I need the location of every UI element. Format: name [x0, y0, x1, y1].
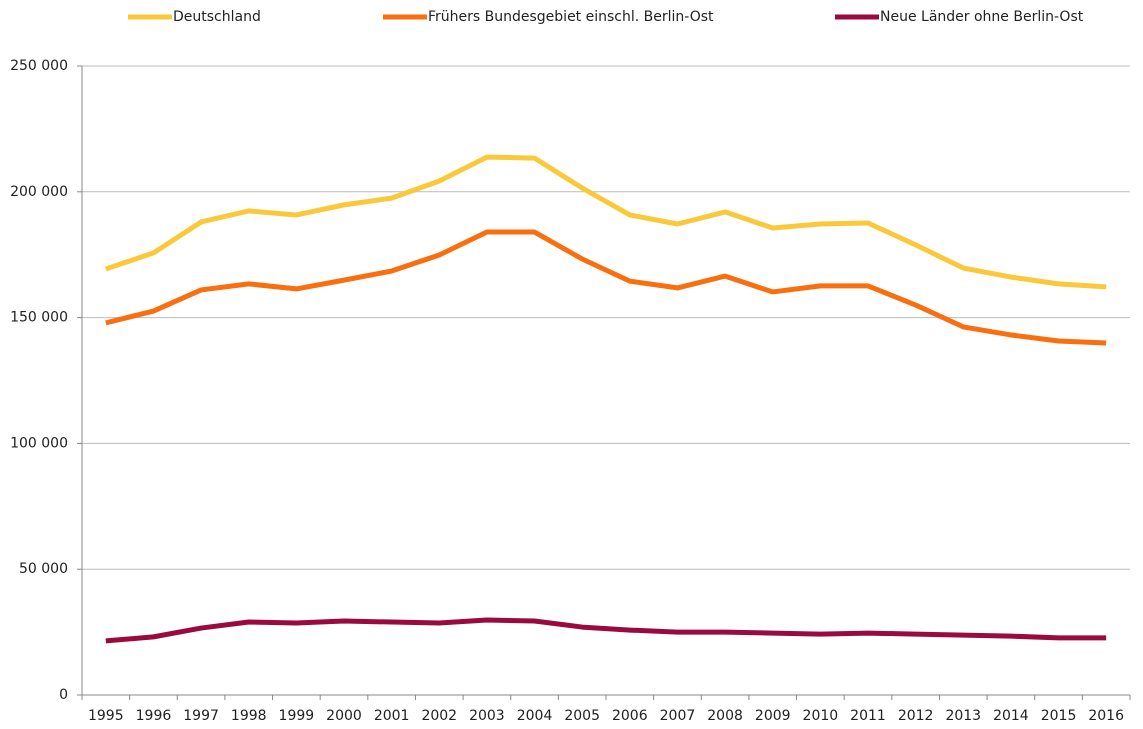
- x-tick-label: 2004: [517, 708, 553, 724]
- y-tick-label: 250 000: [10, 58, 68, 74]
- legend-label: Deutschland: [173, 9, 261, 25]
- x-tick-label: 2003: [469, 708, 505, 724]
- x-tick-label: 2007: [660, 708, 696, 724]
- x-tick-label: 1995: [88, 708, 124, 724]
- series-line: [105, 154, 1107, 290]
- y-tick-label: 150 000: [10, 310, 68, 326]
- x-tick-label: 2001: [374, 708, 410, 724]
- x-tick-label: 1996: [136, 708, 172, 724]
- x-tick-label: 2000: [326, 708, 362, 724]
- x-tick-label: 2012: [898, 708, 934, 724]
- legend-label: Frühers Bundesgebiet einschl. Berlin-Ost: [428, 9, 714, 25]
- x-tick-label: 2014: [993, 708, 1029, 724]
- series-line: [105, 617, 1107, 644]
- x-tick-label: 2013: [945, 708, 981, 724]
- x-tick-label: 2016: [1088, 708, 1124, 724]
- x-tick-label: 1998: [231, 708, 267, 724]
- x-tick-label: 2008: [707, 708, 743, 724]
- x-tick-label: 2011: [850, 708, 886, 724]
- series-line: [105, 229, 1107, 346]
- y-tick-label: 200 000: [10, 184, 68, 200]
- y-tick-label: 50 000: [19, 561, 68, 577]
- x-tick-label: 1999: [279, 708, 315, 724]
- x-tick-label: 2002: [421, 708, 457, 724]
- y-tick-label: 100 000: [10, 435, 68, 451]
- legend-label: Neue Länder ohne Berlin-Ost: [880, 9, 1084, 25]
- y-tick-label: 0: [59, 687, 68, 703]
- x-tick-label: 2015: [1041, 708, 1077, 724]
- x-tick-label: 2006: [612, 708, 648, 724]
- x-tick-label: 2005: [564, 708, 600, 724]
- x-tick-label: 2009: [755, 708, 791, 724]
- x-tick-label: 1997: [183, 708, 219, 724]
- x-tick-label: 2010: [803, 708, 839, 724]
